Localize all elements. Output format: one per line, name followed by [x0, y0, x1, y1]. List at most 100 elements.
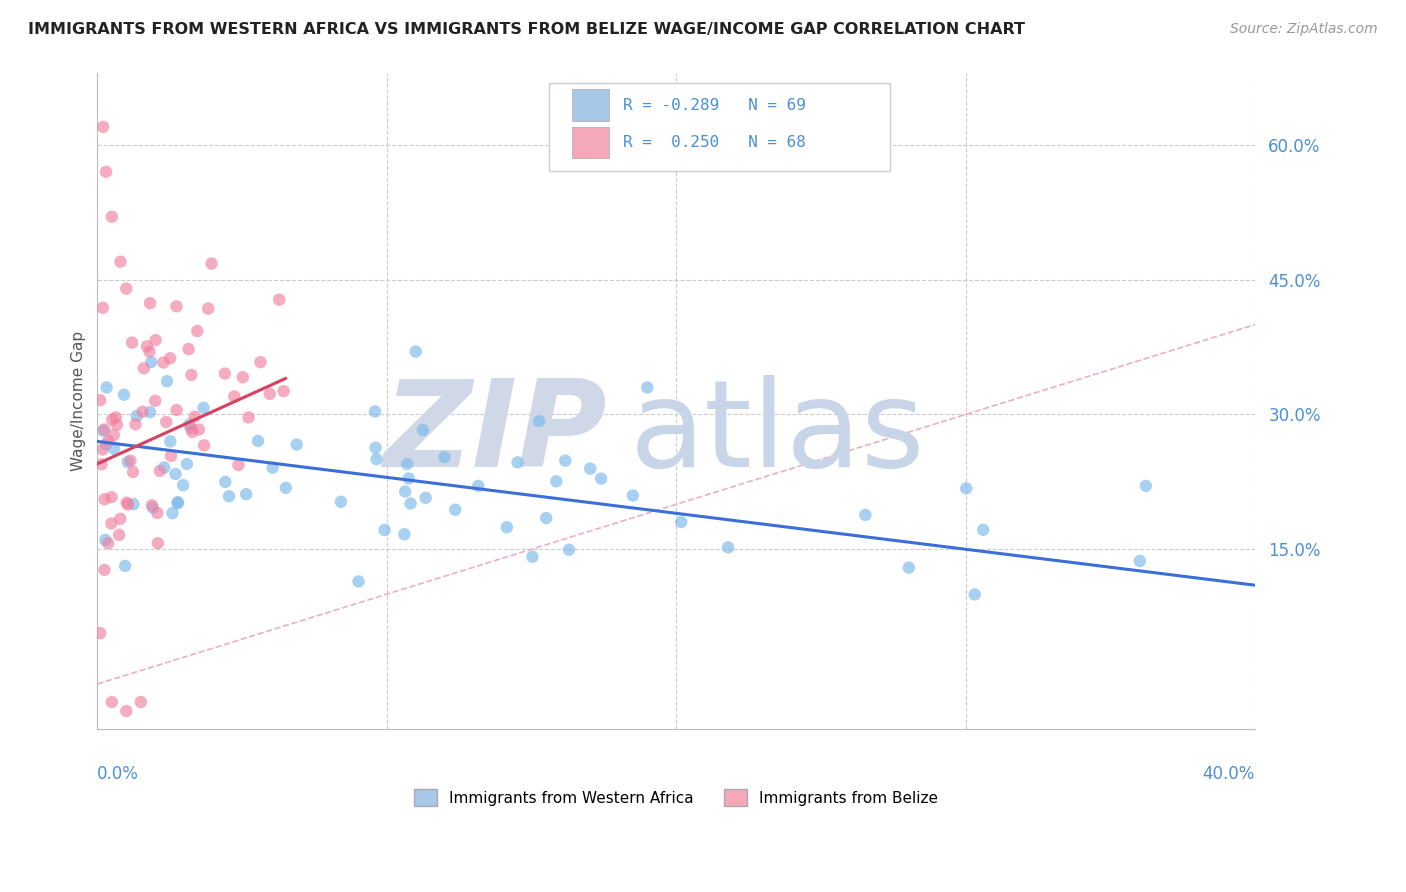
Point	[100, 490, 122, 504]
Point	[496, 520, 519, 534]
Point	[131, 405, 153, 419]
Point	[152, 355, 174, 369]
Point	[259, 387, 281, 401]
Point	[527, 414, 550, 428]
Point	[93, 492, 115, 507]
Point	[366, 452, 388, 467]
FancyBboxPatch shape	[572, 127, 609, 158]
Point	[139, 405, 162, 419]
Point	[132, 361, 155, 376]
Point	[228, 458, 250, 472]
Point	[124, 417, 146, 432]
Point	[394, 527, 416, 541]
Point	[94, 165, 117, 179]
Point	[193, 401, 215, 415]
Point	[101, 210, 124, 224]
Point	[193, 438, 215, 452]
Point	[214, 367, 236, 381]
Point	[100, 516, 122, 531]
Point	[534, 511, 557, 525]
Point	[110, 512, 132, 526]
Point	[138, 344, 160, 359]
Text: 0.0%: 0.0%	[97, 765, 139, 783]
Point	[972, 523, 994, 537]
Point	[177, 342, 200, 356]
Point	[122, 465, 145, 479]
Point	[162, 506, 184, 520]
Point	[247, 434, 270, 448]
Point	[101, 695, 124, 709]
Point	[115, 704, 138, 718]
Point	[101, 412, 124, 426]
Point	[103, 428, 125, 442]
Point	[141, 498, 163, 512]
Point	[347, 574, 370, 589]
Point	[405, 344, 427, 359]
Point	[238, 410, 260, 425]
Point	[166, 403, 188, 417]
Point	[522, 549, 544, 564]
Point	[146, 536, 169, 550]
Point	[125, 409, 148, 423]
Point	[114, 558, 136, 573]
Text: 40.0%: 40.0%	[1202, 765, 1256, 783]
Point	[105, 417, 128, 432]
Point	[853, 508, 876, 522]
Point	[399, 497, 422, 511]
Point	[364, 441, 387, 455]
Point	[103, 442, 125, 456]
Point	[97, 434, 120, 448]
Point	[415, 491, 437, 505]
Point	[122, 497, 145, 511]
Point	[197, 301, 219, 316]
Point	[394, 484, 416, 499]
Point	[546, 475, 568, 489]
Point	[93, 422, 115, 436]
Point	[155, 415, 177, 429]
Point	[669, 515, 692, 529]
Point	[285, 437, 308, 451]
Point	[273, 384, 295, 399]
Point	[142, 500, 165, 515]
Point	[165, 467, 187, 481]
Point	[108, 528, 131, 542]
Point	[179, 417, 201, 432]
Point	[181, 425, 204, 439]
Point	[166, 495, 188, 509]
Point	[214, 475, 236, 489]
Point	[149, 464, 172, 478]
Point	[187, 423, 209, 437]
Point	[159, 434, 181, 449]
Point	[558, 542, 581, 557]
Point	[186, 324, 208, 338]
Point	[159, 351, 181, 366]
Point	[90, 457, 112, 471]
Text: R =  0.250   N = 68: R = 0.250 N = 68	[623, 135, 806, 150]
Point	[110, 254, 132, 268]
Point	[554, 453, 576, 467]
Point	[249, 355, 271, 369]
Text: ZIP: ZIP	[382, 376, 607, 492]
Point	[963, 587, 986, 601]
Point	[433, 450, 456, 465]
Point	[955, 482, 977, 496]
Point	[235, 487, 257, 501]
Point	[160, 449, 183, 463]
Point	[621, 489, 644, 503]
Point	[153, 460, 176, 475]
Point	[506, 455, 529, 469]
Point	[112, 388, 135, 402]
Point	[115, 282, 138, 296]
Text: Source: ZipAtlas.com: Source: ZipAtlas.com	[1230, 22, 1378, 37]
Point	[145, 333, 167, 347]
Point	[329, 495, 352, 509]
Point	[117, 498, 139, 512]
Point	[166, 496, 188, 510]
Y-axis label: Wage/Income Gap: Wage/Income Gap	[72, 331, 86, 471]
Point	[374, 523, 396, 537]
Point	[180, 368, 202, 382]
Point	[636, 380, 658, 394]
Point	[1129, 554, 1152, 568]
Point	[94, 533, 117, 547]
Text: R = -0.289   N = 69: R = -0.289 N = 69	[623, 97, 806, 112]
